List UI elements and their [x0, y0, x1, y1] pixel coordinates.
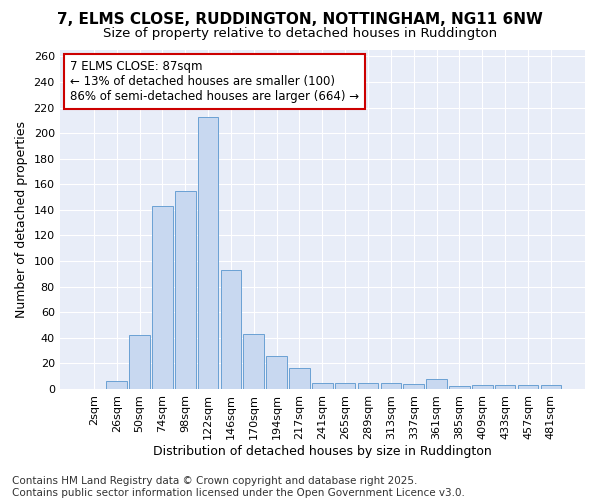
Bar	[518, 385, 538, 389]
Bar	[106, 382, 127, 389]
Text: 7 ELMS CLOSE: 87sqm
← 13% of detached houses are smaller (100)
86% of semi-detac: 7 ELMS CLOSE: 87sqm ← 13% of detached ho…	[70, 60, 359, 103]
Text: Size of property relative to detached houses in Ruddington: Size of property relative to detached ho…	[103, 28, 497, 40]
Bar	[198, 116, 218, 389]
Y-axis label: Number of detached properties: Number of detached properties	[15, 121, 28, 318]
Bar	[175, 190, 196, 389]
Bar	[266, 356, 287, 389]
Bar	[541, 385, 561, 389]
Bar	[403, 384, 424, 389]
Bar	[289, 368, 310, 389]
Bar	[221, 270, 241, 389]
Bar	[244, 334, 264, 389]
Text: Contains HM Land Registry data © Crown copyright and database right 2025.
Contai: Contains HM Land Registry data © Crown c…	[12, 476, 465, 498]
Bar	[380, 382, 401, 389]
Bar	[449, 386, 470, 389]
Text: 7, ELMS CLOSE, RUDDINGTON, NOTTINGHAM, NG11 6NW: 7, ELMS CLOSE, RUDDINGTON, NOTTINGHAM, N…	[57, 12, 543, 28]
Bar	[152, 206, 173, 389]
Bar	[495, 385, 515, 389]
X-axis label: Distribution of detached houses by size in Ruddington: Distribution of detached houses by size …	[153, 444, 492, 458]
Bar	[427, 378, 447, 389]
Bar	[335, 382, 355, 389]
Bar	[312, 382, 332, 389]
Bar	[129, 335, 150, 389]
Bar	[472, 385, 493, 389]
Bar	[358, 382, 379, 389]
